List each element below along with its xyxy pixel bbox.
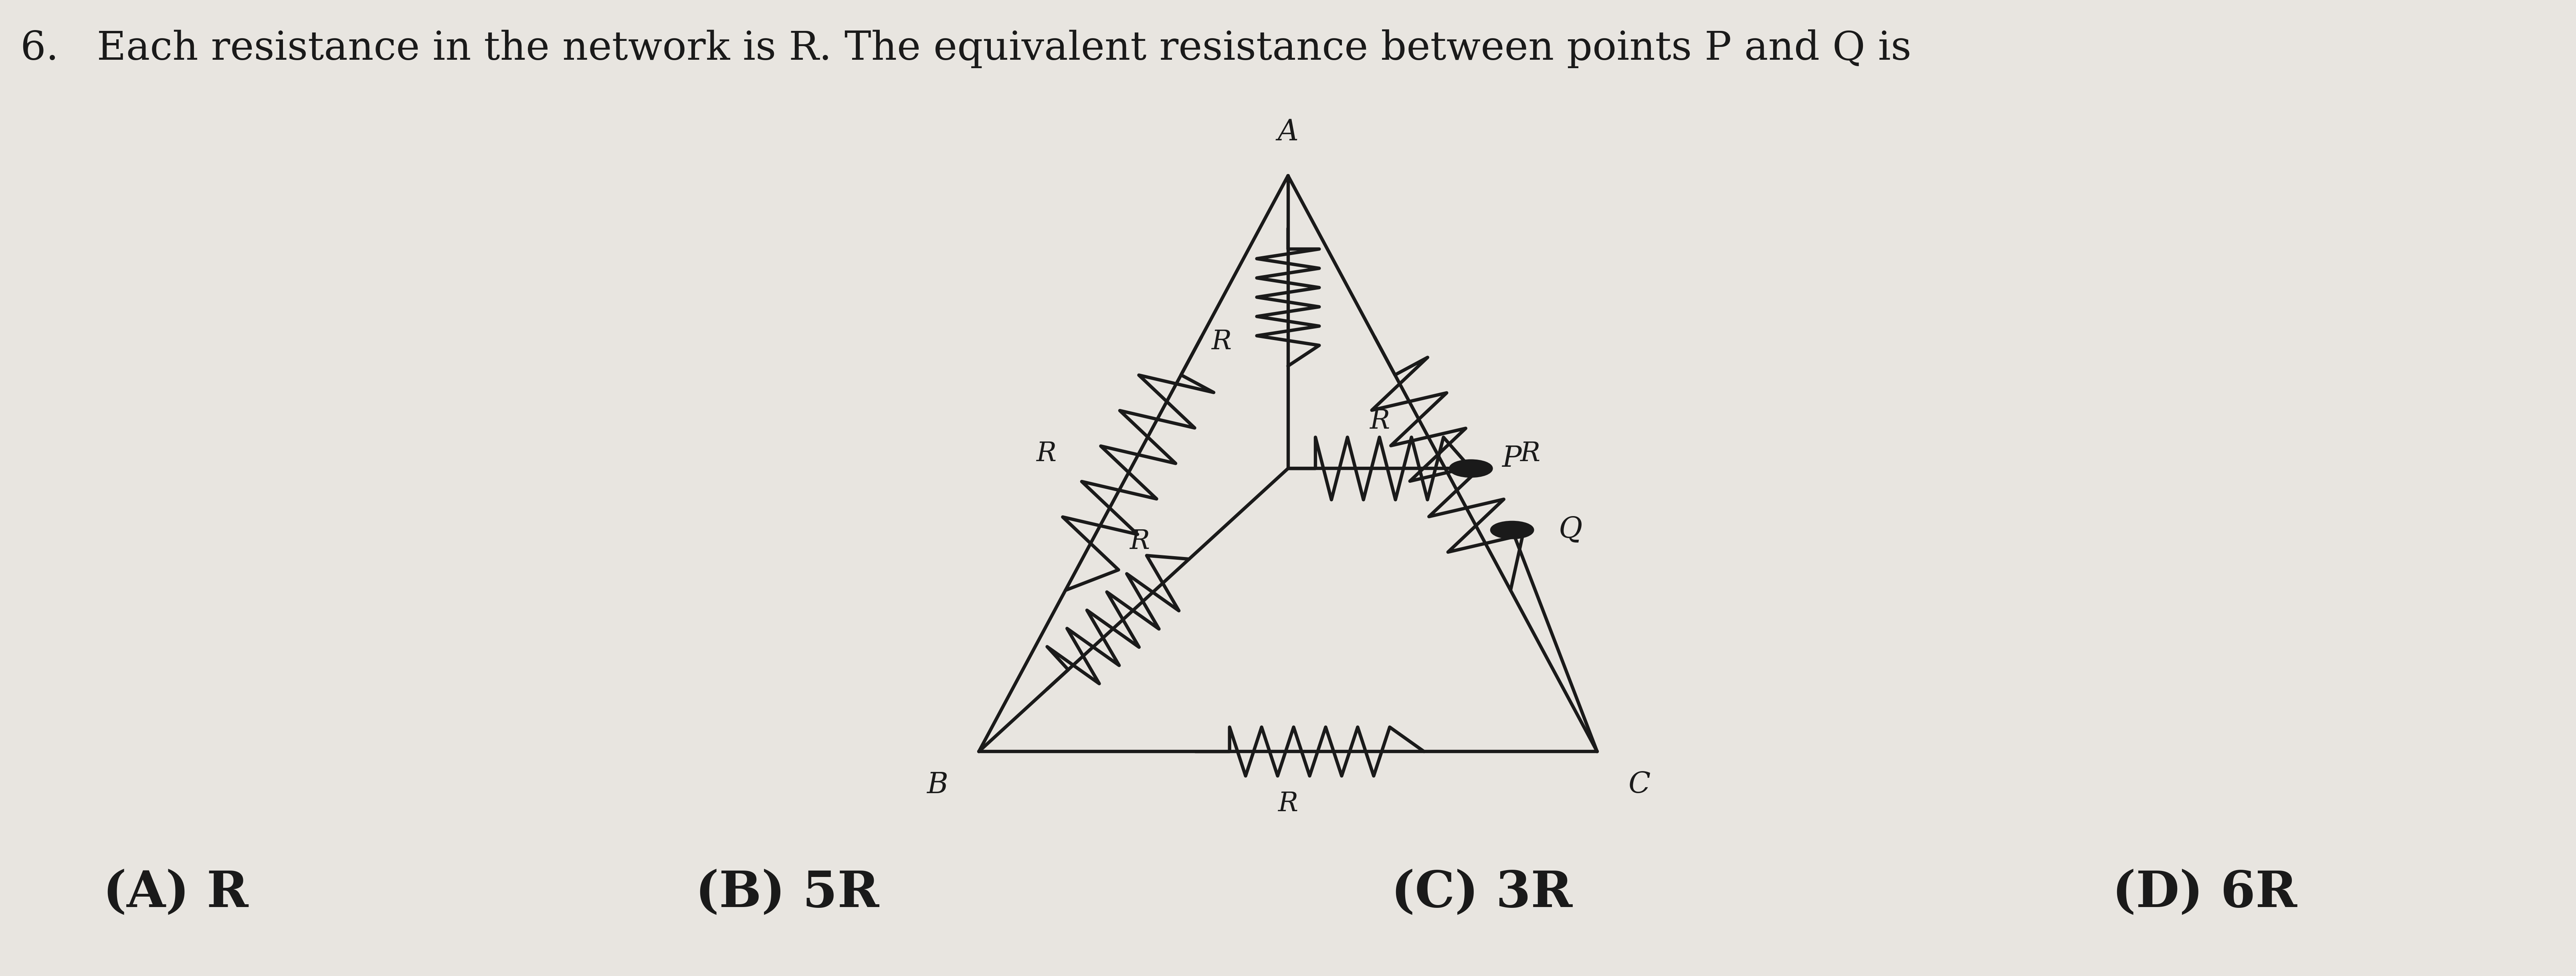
Text: A: A [1278,118,1298,146]
Text: Q: Q [1558,516,1582,544]
Text: (C) 3R: (C) 3R [1391,869,1571,917]
Text: (A) R: (A) R [103,869,247,917]
Text: R: R [1036,441,1056,467]
Circle shape [1450,461,1492,476]
Circle shape [1492,522,1533,538]
Text: R: R [1370,408,1388,434]
Text: 6.   Each resistance in the network is R. The equivalent resistance between poin: 6. Each resistance in the network is R. … [21,29,1911,68]
Text: (D) 6R: (D) 6R [2112,869,2298,917]
Text: B: B [927,771,948,799]
Text: R: R [1278,791,1298,817]
Text: R: R [1520,441,1540,467]
Text: P: P [1502,445,1522,472]
Text: R: R [1211,329,1231,354]
Text: (B) 5R: (B) 5R [696,869,878,917]
Text: R: R [1131,528,1149,554]
Text: C: C [1628,771,1651,799]
